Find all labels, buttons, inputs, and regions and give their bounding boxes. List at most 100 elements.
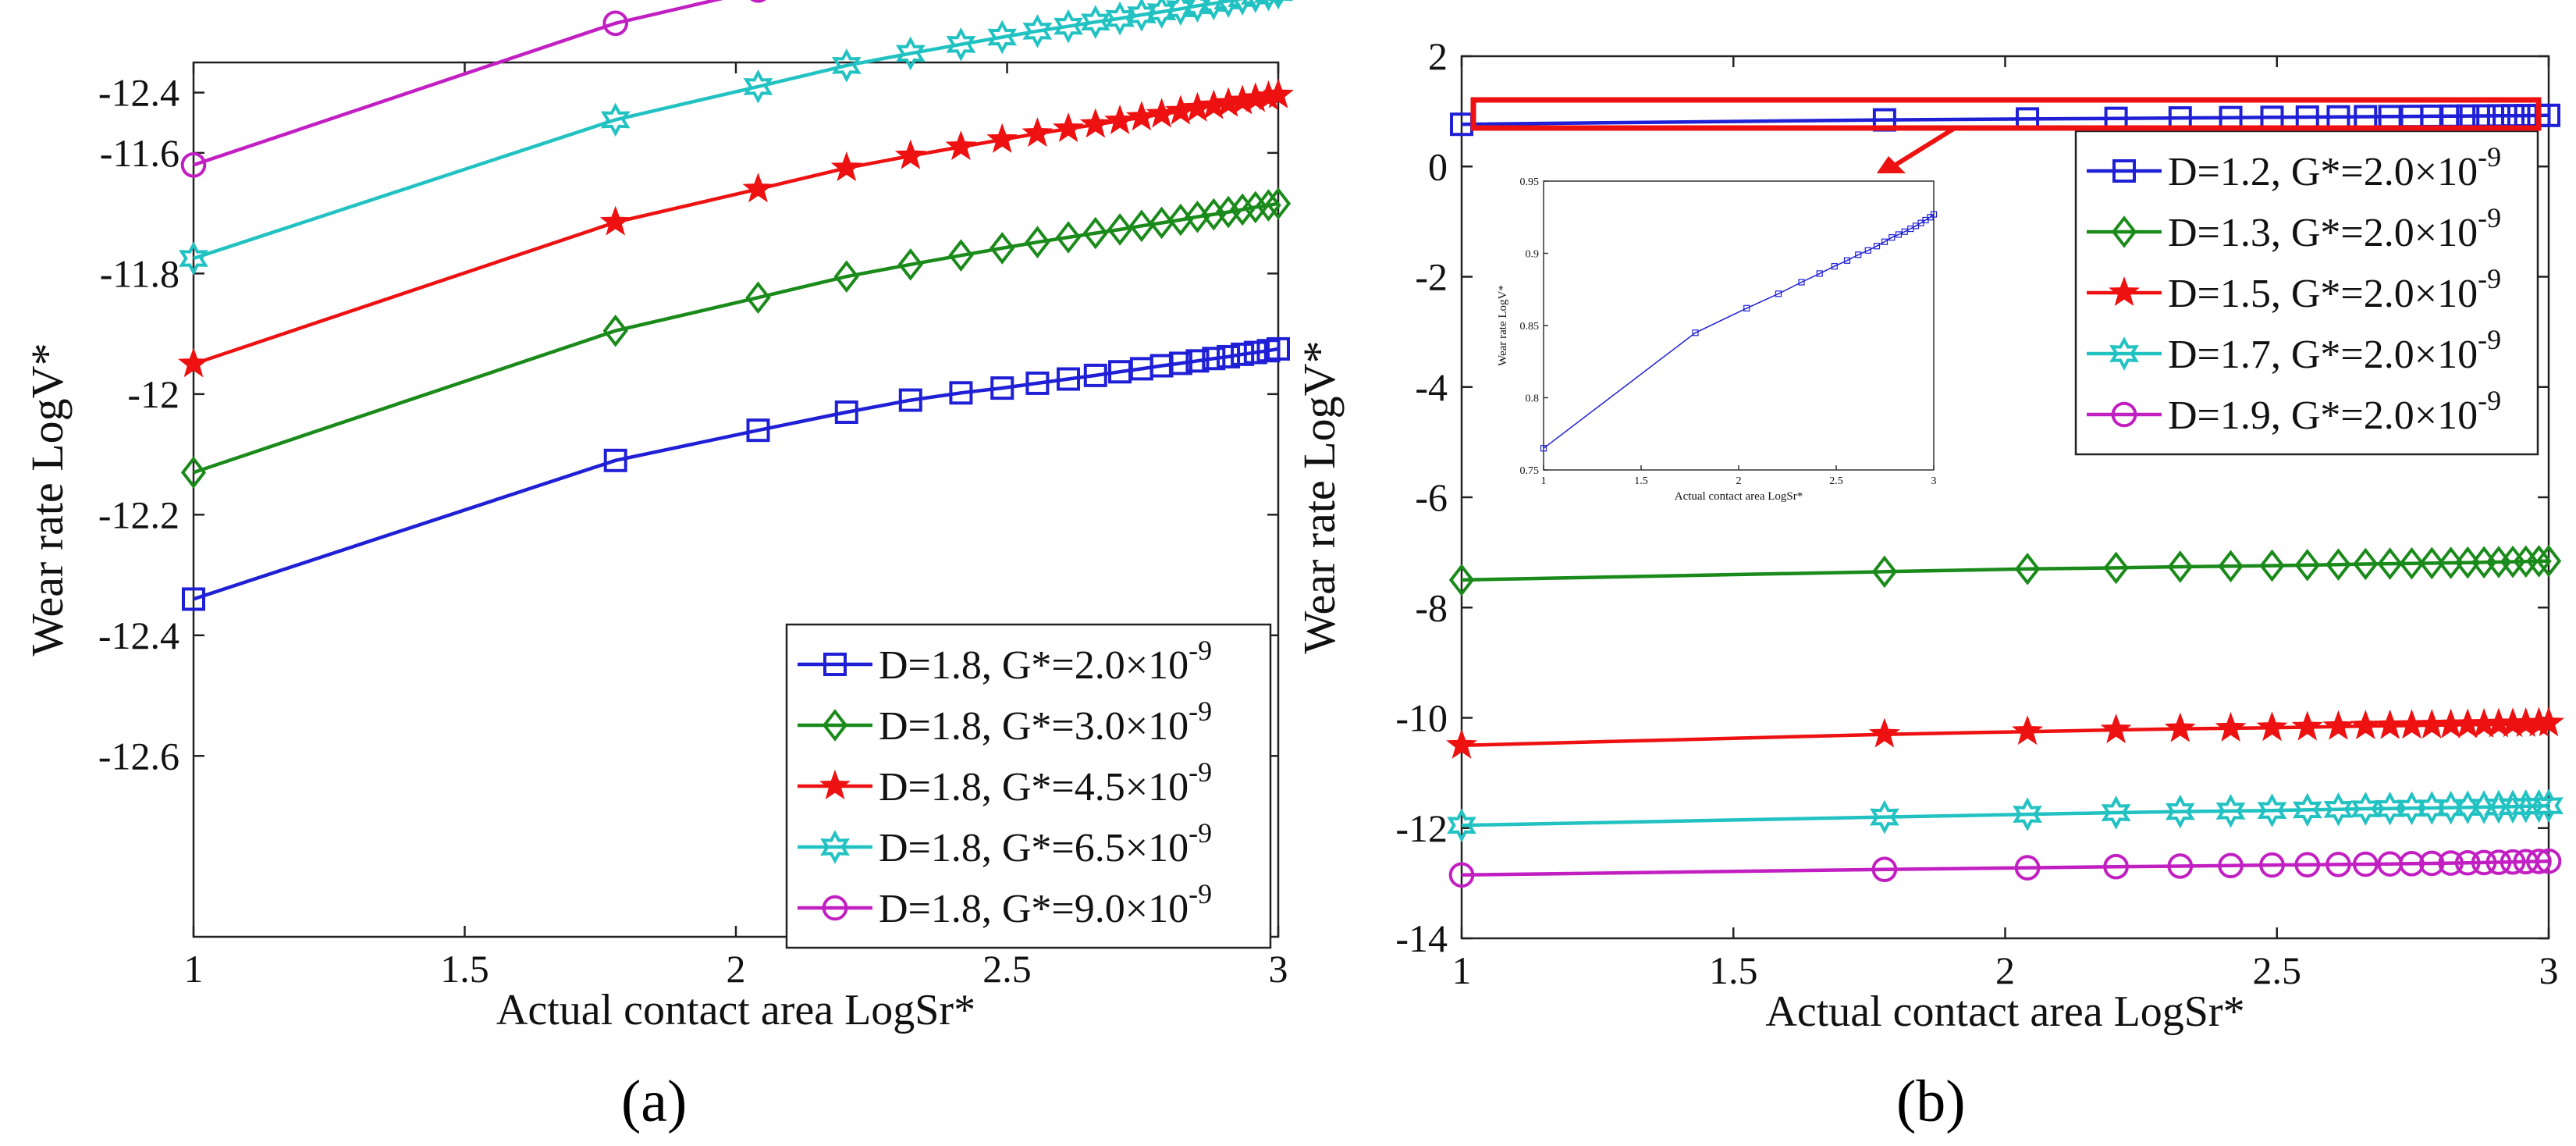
series-line-b-4 [1461, 859, 2549, 877]
data-point-a-3 [987, 20, 1018, 55]
data-point-a-1 [1229, 193, 1256, 226]
data-point-b-1 [2218, 550, 2244, 583]
x-tick-label-b: 1.5 [1709, 948, 1758, 992]
inset-y-tick-label: 0.95 [1520, 176, 1540, 188]
data-point-a-2 [1125, 101, 1157, 131]
data-point-b-4 [2167, 853, 2194, 879]
data-point-a-3 [1228, 0, 1257, 16]
data-point-b-2 [2256, 711, 2288, 742]
legend-label-b-2: D=1.5, G*=2.0×10-9 [2168, 263, 2501, 316]
legend-marker-a [822, 895, 848, 921]
y-tick-label-b: -12 [1395, 806, 1448, 850]
data-point-a-3 [1263, 0, 1293, 10]
data-point-a-2 [945, 130, 977, 161]
data-point-a-3 [179, 241, 208, 276]
series-a-2 [178, 78, 1294, 378]
data-point-b-4 [2454, 849, 2481, 876]
data-point-b-1 [2103, 551, 2129, 585]
inset-data-point [1540, 445, 1547, 452]
inset-x-tick-label: 1.5 [1634, 475, 1648, 487]
data-point-b-3 [2498, 789, 2528, 824]
data-point-a-1 [948, 239, 974, 272]
data-point-b-1 [2167, 550, 2193, 583]
data-point-a-2 [986, 123, 1018, 153]
data-point-b-3 [2215, 794, 2246, 828]
data-point-a-1 [990, 232, 1015, 265]
data-point-a-3 [895, 36, 926, 71]
y-tick-label-a: -12.4 [98, 614, 179, 657]
data-point-b-1 [2526, 545, 2552, 578]
y-tick-label-b: -2 [1415, 255, 1448, 299]
legend-a: D=1.8, G*=2.0×10-9 D=1.8, G*=3.0×10-9 D=1.… [785, 623, 1272, 949]
y-tick-label-a: -12.6 [98, 734, 179, 778]
panel-label-a: (a) [621, 1069, 688, 1134]
data-point-b-2 [2322, 710, 2354, 740]
data-point-a-3 [1053, 9, 1083, 44]
inset-y-axis-label: Wear rate LogV* [1497, 285, 1509, 366]
data-point-b-4 [1448, 862, 1475, 888]
y-tick-label-b: 2 [1428, 34, 1448, 78]
data-point-b-4 [2526, 849, 2552, 874]
data-point-b-4 [2014, 855, 2041, 881]
data-point-b-4 [2535, 848, 2562, 874]
legend-label-a-0: D=1.8, G*=2.0×10-9 [879, 635, 1212, 688]
data-point-b-1 [2014, 553, 2041, 585]
legend-marker-b [2109, 336, 2139, 371]
data-point-a-0 [834, 400, 858, 424]
data-point-a-3 [1080, 5, 1110, 40]
legend-label-a-3: D=1.8, G*=6.5×10-9 [879, 817, 1212, 870]
inset-x-tick-label: 2.5 [1829, 475, 1843, 487]
data-point-a-2 [1104, 104, 1136, 134]
data-point-b-1 [2419, 546, 2445, 580]
inset-data-point [1743, 304, 1750, 311]
inset-data-point [1843, 257, 1851, 264]
data-point-b-4 [2471, 849, 2497, 876]
data-point-a-3 [1240, 0, 1270, 13]
data-point-a-0 [746, 418, 770, 443]
legend-marker-b [2109, 276, 2140, 306]
data-point-b-3 [2013, 797, 2042, 831]
y-tick-label-b: -6 [1415, 475, 1448, 519]
data-point-a-3 [831, 48, 862, 83]
y-axis-label-a: Wear rate LogV* [22, 343, 73, 656]
inset-data-point [1930, 211, 1938, 218]
inset-y-tick-label: 0.9 [1526, 249, 1540, 261]
data-point-b-1 [2438, 546, 2464, 579]
inset-data-point [1798, 279, 1805, 286]
data-point-b-2 [2533, 706, 2564, 737]
series-line-b-0 [1461, 113, 2549, 126]
series-b-3 [1447, 788, 2564, 843]
data-point-a-2 [742, 173, 774, 203]
data-point-b-1 [2353, 547, 2379, 581]
data-point-b-4 [2218, 852, 2244, 879]
legend-marker-a [822, 709, 848, 742]
legend-marker-a [820, 830, 850, 864]
plot-a: 1 1.5 2 2.5 3 -12.6 -12.4 -12.2 -12 -11.8 -11.6 -12… [22, 0, 1294, 1034]
data-point-a-2 [599, 205, 631, 236]
data-point-b-1 [2399, 546, 2425, 580]
inset-data-point [1864, 247, 1871, 254]
data-point-a-1 [1082, 216, 1108, 250]
data-point-a-2 [1146, 98, 1178, 128]
data-point-a-0 [1217, 344, 1241, 368]
data-point-a-0 [1231, 342, 1255, 366]
data-point-b-2 [2012, 715, 2044, 746]
legend-marker-b [2112, 159, 2136, 183]
x-tick-label-b: 1 [1452, 948, 1472, 992]
legend-label-a-2: D=1.8, G*=4.5×10-9 [879, 756, 1212, 810]
series-b-1 [1448, 544, 2562, 596]
data-point-a-3 [1182, 0, 1213, 23]
data-point-b-2 [2215, 711, 2247, 742]
data-point-b-3 [1870, 799, 1899, 835]
data-point-b-4 [2294, 852, 2321, 878]
highlight-arrow-shaft [1885, 126, 1956, 173]
data-point-a-1 [1055, 221, 1082, 254]
legend-label-b-1: D=1.3, G*=2.0×10-9 [2168, 202, 2501, 255]
inset-y-tick-label: 0.75 [1520, 465, 1540, 477]
data-point-a-2 [1079, 108, 1111, 138]
series-line-a-0 [193, 347, 1279, 601]
data-point-b-2 [2291, 710, 2323, 741]
legend-label-b-3: D=1.7, G*=2.0×10-9 [2168, 324, 2501, 377]
data-point-a-0 [603, 448, 627, 472]
